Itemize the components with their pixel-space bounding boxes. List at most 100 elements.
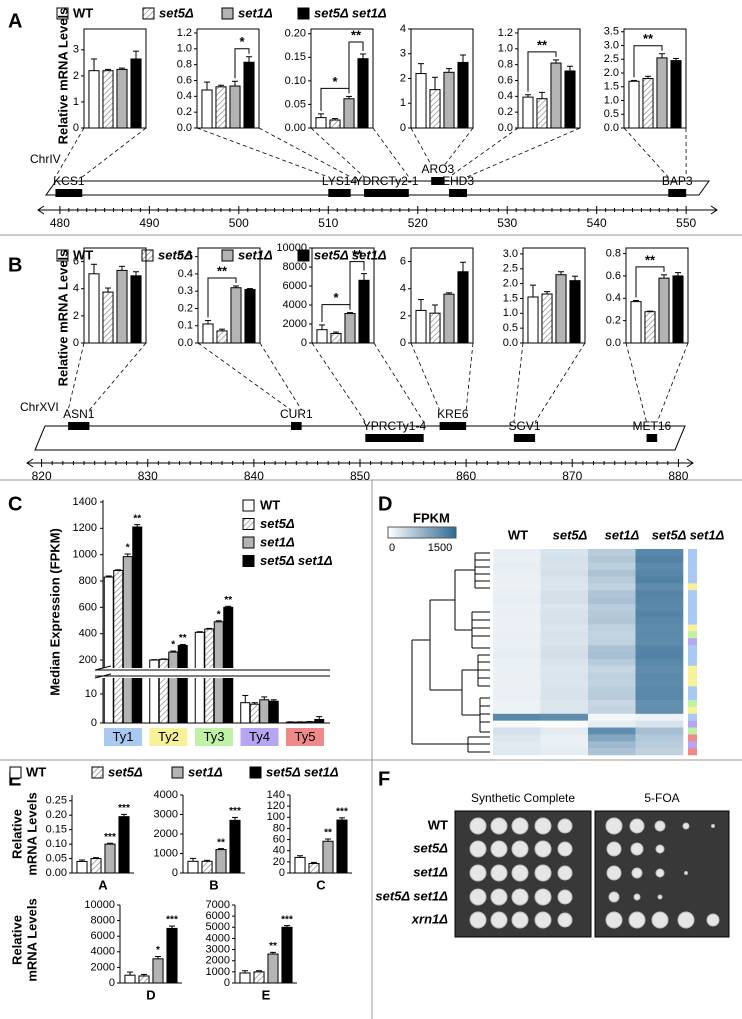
- significance-label: *: [333, 290, 339, 305]
- heatmap-cell: [635, 734, 684, 742]
- y-tick-label: 10: [85, 688, 97, 700]
- panel-label: A: [8, 10, 22, 32]
- gene: [513, 434, 536, 442]
- colony-spot: [608, 891, 620, 903]
- y-tick-label: 2000: [154, 828, 178, 840]
- bar: [308, 863, 320, 874]
- bar: [536, 98, 548, 129]
- heatmap-cell: [540, 597, 589, 605]
- bar: [628, 80, 640, 129]
- heatmap-cell: [493, 693, 541, 701]
- gene: [439, 422, 467, 430]
- bar: [564, 70, 576, 129]
- heatmap-cell: [540, 624, 589, 632]
- x-tick-label: 490: [139, 216, 159, 230]
- legend-swatch: [221, 7, 234, 20]
- y-tick-label: 0.2: [177, 106, 192, 118]
- heatmap-cell: [540, 583, 589, 591]
- heatmap-cell: [635, 597, 684, 605]
- y-tick-label: 0.00: [46, 867, 67, 879]
- legend-swatch: [141, 249, 154, 262]
- bar: [268, 700, 279, 724]
- y-tick-label: 1400: [73, 496, 97, 508]
- y-tick-label: 3.0: [604, 39, 619, 51]
- colony-spot: [557, 889, 573, 905]
- significance-star: **: [133, 513, 141, 524]
- heatmap-cell: [540, 638, 589, 646]
- legend-label: set5Δ set1Δ: [314, 247, 387, 262]
- y-tick-label: 0: [279, 867, 285, 879]
- y-tick-label: 3.0: [503, 248, 518, 260]
- bar: [138, 975, 150, 984]
- gene: [328, 189, 351, 197]
- colony-spot: [606, 841, 622, 857]
- legend-swatch: [249, 766, 262, 779]
- heatmap-cell: [493, 645, 541, 653]
- colorbar-tick-label: 1500: [428, 542, 452, 554]
- bar: [249, 703, 260, 724]
- colony-spot: [605, 911, 623, 929]
- colony-spot: [557, 865, 573, 881]
- heatmap-cell: [540, 686, 589, 694]
- y-tick-label: 0.00: [285, 122, 306, 134]
- legend-label: WT: [73, 5, 93, 20]
- x-tick-label: 840: [244, 469, 264, 483]
- heatmap-cell: [635, 672, 684, 680]
- bar: [113, 569, 124, 724]
- bar: [122, 556, 133, 724]
- heatmap-cell: [635, 617, 684, 625]
- family-color: [688, 610, 697, 618]
- heatmap-cell: [588, 748, 636, 756]
- colony-spot: [605, 817, 623, 835]
- bar: [152, 958, 164, 984]
- y-tick-label: 1.2: [498, 27, 513, 39]
- chromosome: [34, 425, 686, 451]
- y-tick-label: 10000: [276, 242, 307, 254]
- heatmap-cell: [588, 706, 636, 715]
- y-tick-label: 100: [267, 811, 285, 823]
- heatmap-cell: [588, 549, 636, 557]
- heatmap-cell: [540, 590, 589, 598]
- heatmap-cell: [540, 720, 589, 728]
- y-tick-label: 4000: [283, 299, 307, 311]
- bar: [244, 288, 256, 344]
- heatmap-cell: [635, 693, 684, 701]
- significance-star: ***: [118, 803, 130, 814]
- heatmap-cell: [635, 631, 684, 639]
- bar: [358, 279, 370, 344]
- heatmap-cell: [540, 693, 589, 701]
- bar: [239, 972, 251, 984]
- heatmap-cell: [540, 610, 589, 618]
- connector: [410, 127, 474, 166]
- heatmap-cell: [635, 727, 684, 735]
- heatmap-cell: [493, 555, 541, 564]
- colony-spot: [490, 911, 508, 929]
- gene-label: LYS14: [322, 174, 357, 188]
- y-tick-label: 0.0: [177, 122, 192, 134]
- y-tick-label: 0.6: [498, 74, 513, 86]
- bar: [644, 311, 656, 344]
- colony-spot: [511, 817, 529, 835]
- heatmap-cell: [588, 617, 636, 625]
- bar: [216, 330, 228, 344]
- family-color: [688, 590, 697, 598]
- significance-star: *: [126, 543, 130, 554]
- heatmap-cell: [493, 549, 541, 557]
- heatmap-cell: [540, 672, 589, 680]
- colony-spot: [557, 841, 573, 857]
- category-box: [286, 728, 324, 746]
- heatmap-cell: [588, 727, 636, 735]
- colony-spot: [469, 864, 487, 882]
- family-color: [688, 672, 697, 680]
- gene: [431, 177, 445, 185]
- heatmap-cell: [635, 549, 684, 557]
- heatmap-cell: [588, 713, 636, 721]
- gene: [68, 422, 90, 430]
- bar: [229, 85, 241, 129]
- y-tick-label: 0: [91, 717, 97, 729]
- gene-label: YDRCTy2-1: [354, 174, 418, 188]
- bar: [201, 860, 213, 874]
- family-color: [688, 583, 697, 591]
